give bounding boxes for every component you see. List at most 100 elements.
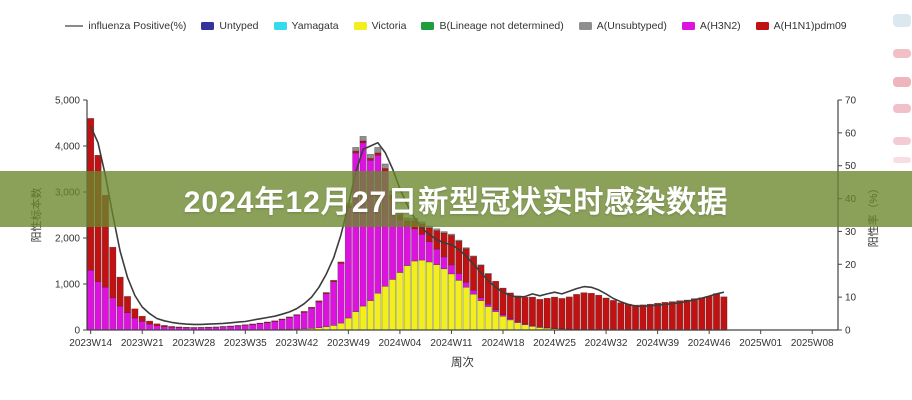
bar-segment-a-unsubtyped	[381, 163, 389, 169]
bar-2024W18[interactable]	[499, 287, 507, 331]
bar-2023W22[interactable]	[146, 320, 154, 331]
bar-segment-a-h1n1pdm09	[359, 140, 367, 144]
legend-label: influenza Positive(%)	[88, 20, 187, 32]
bar-2024W35[interactable]	[624, 303, 632, 331]
bar-2023W48[interactable]	[337, 261, 345, 331]
bar-2024W21[interactable]	[521, 296, 529, 331]
bar-2024W10[interactable]	[440, 231, 448, 331]
legend-item-3[interactable]: Victoria	[353, 20, 406, 32]
bar-2023W43[interactable]	[300, 311, 308, 331]
bar-2024W48[interactable]	[720, 296, 728, 331]
bar-2023W17[interactable]	[109, 246, 117, 331]
bar-2024W43[interactable]	[683, 299, 691, 331]
bar-2024W46[interactable]	[705, 296, 713, 331]
y-left-tick-label: 0	[74, 326, 80, 337]
bar-2023W36[interactable]	[249, 323, 257, 331]
bar-segment-victoria	[477, 300, 485, 331]
bar-2024W26[interactable]	[558, 298, 566, 331]
bar-segment-a-h3n2	[455, 273, 463, 281]
bar-segment-a-h3n2	[440, 256, 448, 270]
bar-2024W34[interactable]	[617, 302, 625, 331]
bar-2024W06[interactable]	[411, 217, 419, 331]
bar-segment-a-h3n2	[131, 317, 139, 331]
bar-2024W40[interactable]	[661, 302, 669, 331]
bar-2023W39[interactable]	[271, 320, 279, 331]
bar-2023W38[interactable]	[263, 321, 271, 331]
bar-2023W21[interactable]	[138, 315, 146, 331]
bar-2024W32[interactable]	[602, 297, 610, 331]
bar-2024W28[interactable]	[573, 294, 581, 331]
bar-2023W33[interactable]	[227, 325, 234, 331]
x-axis-title: 周次	[451, 355, 474, 369]
bar-2023W41[interactable]	[286, 316, 293, 331]
bar-2023W47[interactable]	[330, 280, 338, 331]
x-tick-label: 2023W21	[121, 338, 164, 349]
legend-item-2[interactable]: Yamagata	[273, 20, 339, 32]
bar-2024W08[interactable]	[425, 225, 433, 331]
bar-2023W34[interactable]	[234, 325, 242, 331]
legend-item-5[interactable]: A(Unsubtyped)	[578, 20, 667, 32]
bar-2023W46[interactable]	[322, 292, 330, 331]
bar-2024W07[interactable]	[418, 221, 426, 331]
bar-segment-a-h1n1pdm09	[617, 302, 625, 331]
bar-2023W37[interactable]	[256, 322, 264, 331]
x-tick-label: 2024W18	[482, 338, 525, 349]
bar-2024W27[interactable]	[565, 296, 573, 331]
bar-2023W24[interactable]	[160, 325, 168, 331]
bar-2023W19[interactable]	[124, 296, 131, 331]
bar-2024W11[interactable]	[448, 233, 455, 331]
bar-2024W44[interactable]	[691, 298, 698, 331]
bar-2024W37[interactable]	[639, 304, 647, 331]
bar-2024W30[interactable]	[587, 293, 595, 331]
bar-2024W45[interactable]	[698, 297, 706, 331]
bar-2024W23[interactable]	[536, 299, 544, 331]
legend-label: B(Lineage not determined)	[439, 20, 564, 32]
legend-item-7[interactable]: A(H1N1)pdm09	[755, 20, 847, 32]
bar-2024W22[interactable]	[529, 296, 536, 331]
bar-segment-victoria	[470, 293, 477, 331]
bar-2024W09[interactable]	[433, 228, 441, 331]
bar-segment-a-unsubtyped	[448, 233, 455, 236]
legend-item-0[interactable]: influenza Positive(%)	[65, 20, 186, 32]
bar-2023W40[interactable]	[278, 318, 286, 331]
bar-2024W47[interactable]	[713, 293, 720, 331]
legend-item-6[interactable]: A(H3N2)	[681, 20, 741, 32]
bar-2023W23[interactable]	[153, 323, 161, 331]
bar-2024W05[interactable]	[403, 217, 411, 331]
bar-segment-a-h1n1pdm09	[374, 152, 382, 156]
bar-2024W29[interactable]	[580, 292, 588, 331]
bar-2023W20[interactable]	[131, 308, 139, 331]
bar-2024W39[interactable]	[654, 302, 662, 331]
bar-segment-a-h1n1pdm09	[529, 296, 536, 326]
bar-2024W24[interactable]	[543, 298, 551, 331]
bar-2024W31[interactable]	[595, 294, 603, 331]
bar-2024W36[interactable]	[632, 304, 639, 331]
y-right-tick-label: 20	[845, 260, 857, 271]
bar-2024W25[interactable]	[551, 296, 558, 331]
bar-2024W12[interactable]	[455, 239, 463, 331]
bar-2024W19[interactable]	[506, 292, 514, 331]
bar-segment-a-h3n2	[87, 269, 95, 331]
bar-2024W41[interactable]	[668, 301, 676, 331]
bar-2023W50[interactable]	[352, 147, 360, 331]
bar-segment-a-h1n1pdm09	[610, 300, 617, 331]
bar-2024W38[interactable]	[646, 303, 654, 331]
legend-item-1[interactable]: Untyped	[201, 20, 259, 32]
bar-2024W42[interactable]	[676, 300, 684, 331]
bar-segment-a-h3n2	[94, 281, 102, 331]
bar-2023W44[interactable]	[308, 306, 315, 331]
legend-item-4[interactable]: B(Lineage not determined)	[421, 20, 564, 32]
bar-segment-victoria	[396, 272, 404, 331]
bar-2024W20[interactable]	[514, 295, 522, 331]
bar-2023W51[interactable]	[359, 136, 367, 331]
bar-2024W04[interactable]	[396, 211, 404, 331]
headline-banner: 2024年12月27日新型冠状实时感染数据	[0, 171, 912, 227]
bar-segment-victoria	[448, 273, 455, 331]
bar-2023W35[interactable]	[241, 324, 249, 331]
bar-segment-a-h1n1pdm09	[587, 293, 595, 330]
bar-2023W18[interactable]	[116, 276, 124, 331]
bar-2023W42[interactable]	[293, 314, 301, 331]
bar-2024W13[interactable]	[462, 247, 470, 331]
bar-2023W45[interactable]	[315, 300, 323, 331]
bar-2024W33[interactable]	[610, 300, 617, 331]
